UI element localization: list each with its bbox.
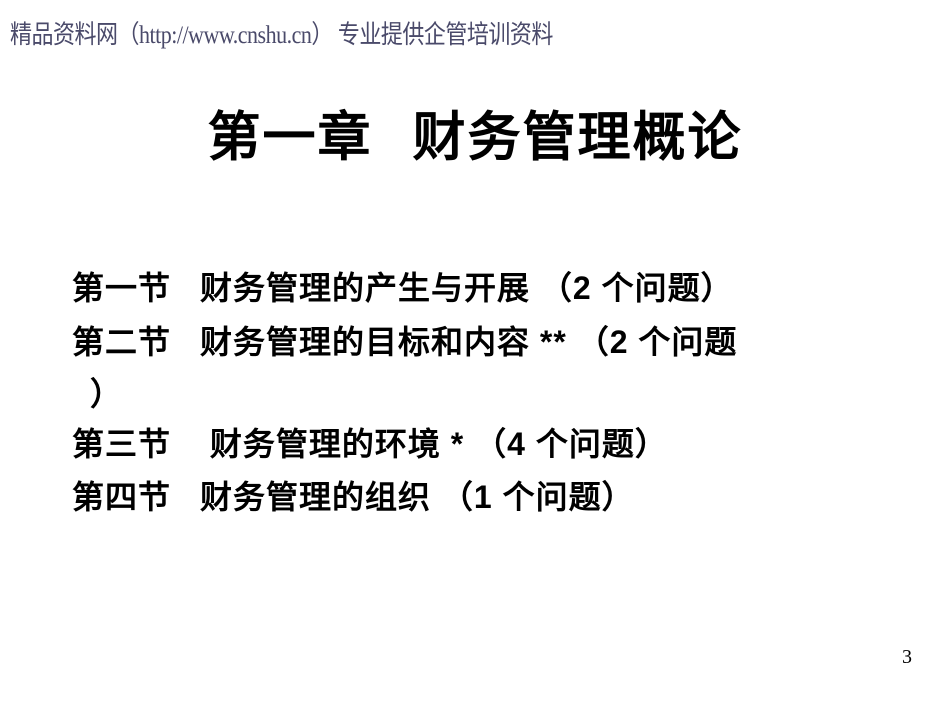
section-text: 财务管理的环境 * （4 个问题） — [200, 426, 668, 462]
section-item: 第三节 财务管理的环境 * （4 个问题） — [72, 418, 930, 472]
section-text: 财务管理的组织 （1 个问题） — [200, 479, 635, 515]
section-text: 财务管理的产生与开展 （2 个问题） — [200, 270, 734, 306]
section-text: 财务管理的目标和内容 ** （2 个问题 — [200, 324, 737, 360]
sections-list: 第一节财务管理的产生与开展 （2 个问题） 第二节财务管理的目标和内容 ** （… — [72, 262, 930, 525]
section-item: 第一节财务管理的产生与开展 （2 个问题） — [72, 262, 930, 316]
chapter-prefix: 第一章 — [208, 108, 373, 167]
section-number: 第一节 — [72, 262, 200, 316]
watermark-text: 精品资料网（http://www.cnshu.cn） 专业提供企管培训资料 — [10, 14, 553, 51]
page-number: 3 — [902, 646, 912, 669]
section-item: 第四节财务管理的组织 （1 个问题） — [72, 471, 930, 525]
chapter-title: 第一章财务管理概论 — [0, 95, 950, 171]
section-number: 第二节 — [72, 316, 200, 370]
chapter-main: 财务管理概论 — [413, 108, 743, 167]
section-item: 第二节财务管理的目标和内容 ** （2 个问题 — [72, 316, 930, 370]
section-number: 第四节 — [72, 471, 200, 525]
section-wrap: ） — [90, 370, 930, 418]
section-number: 第三节 — [72, 418, 200, 472]
